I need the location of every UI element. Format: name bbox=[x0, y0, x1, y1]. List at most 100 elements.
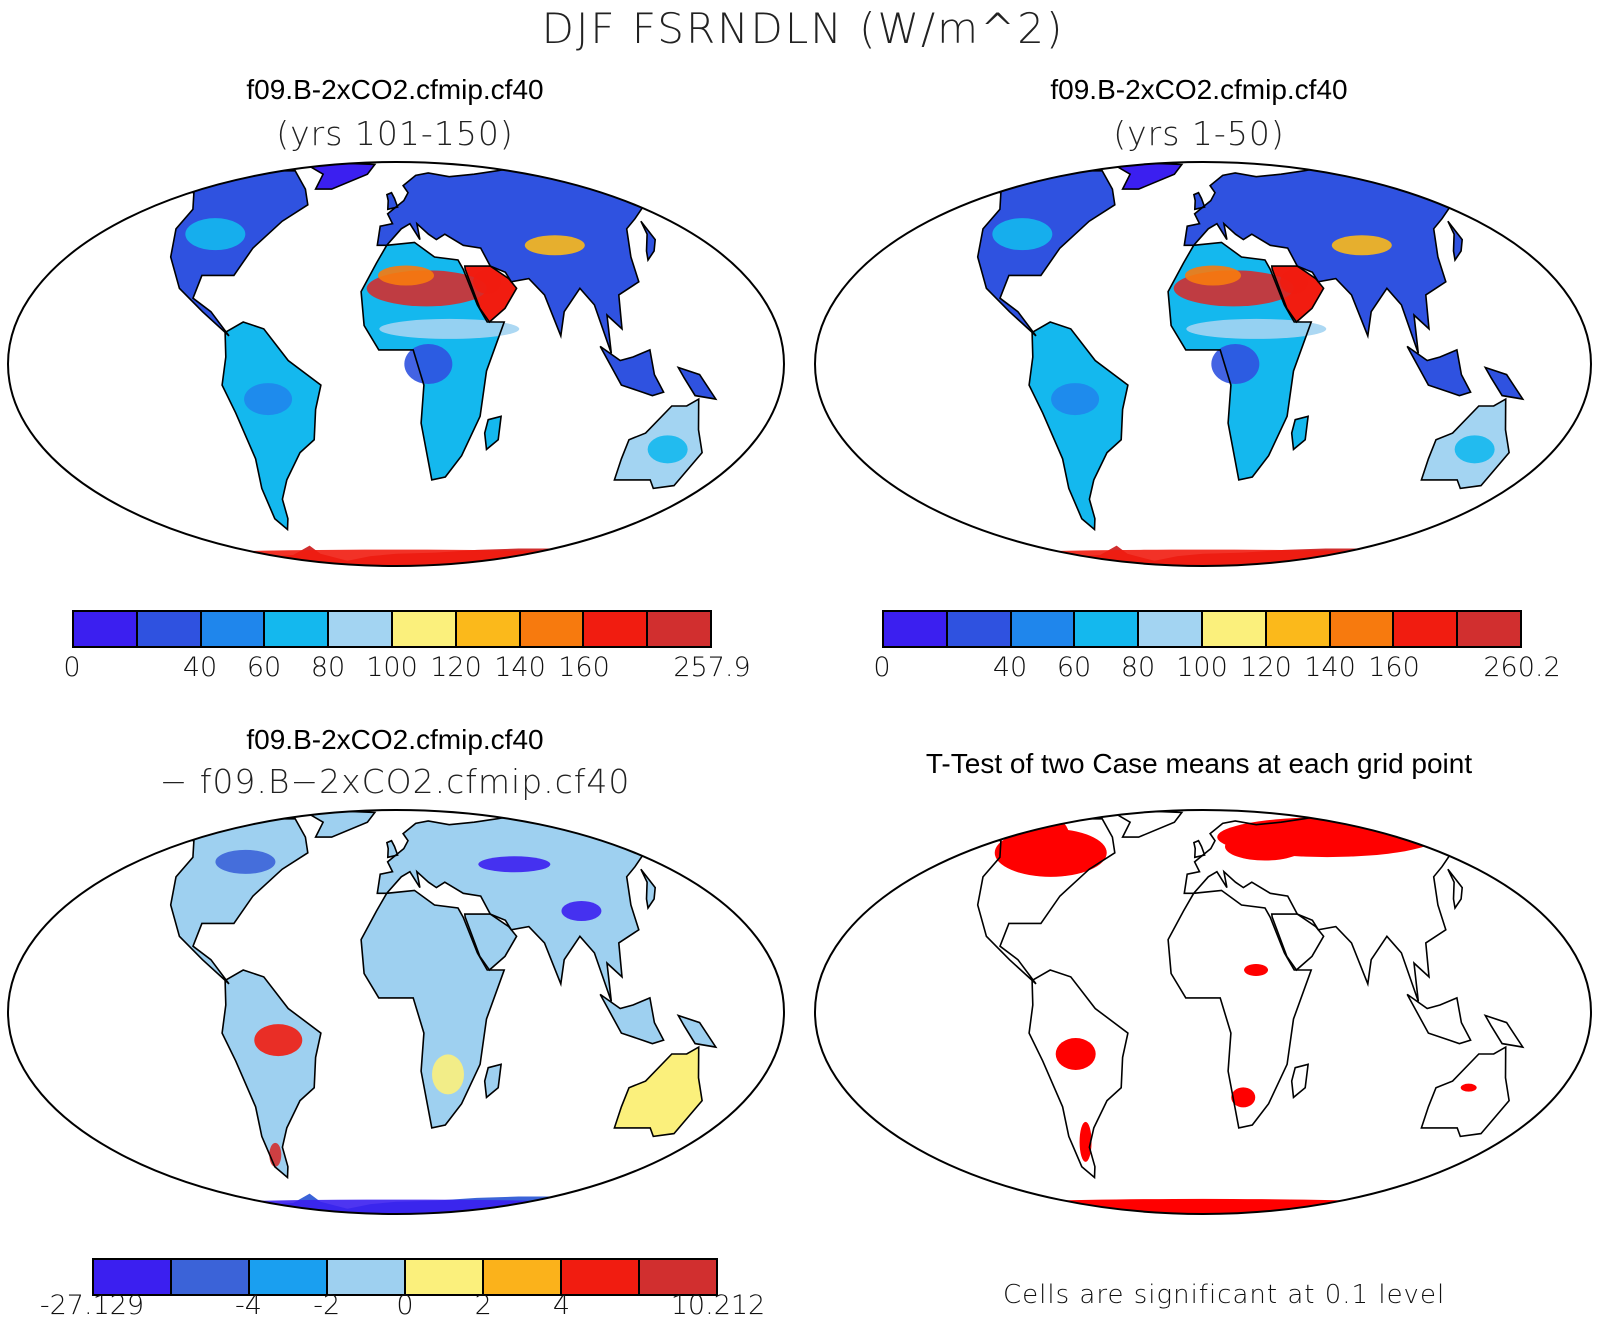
colorbar-tick-label: 80 bbox=[310, 652, 346, 683]
coastline-eurasia bbox=[376, 166, 646, 354]
coastline-south-america bbox=[221, 969, 322, 1180]
colorbar-tick-label: -4 bbox=[235, 1290, 262, 1321]
map-border bbox=[7, 809, 785, 1215]
colorbar-swatch-8 bbox=[1394, 612, 1459, 646]
coastline-japan bbox=[640, 868, 657, 911]
colorbar-swatch-7 bbox=[520, 612, 585, 646]
land-indonesia bbox=[600, 346, 664, 396]
coastline-indonesia bbox=[1406, 993, 1472, 1045]
land-eurasia bbox=[377, 167, 645, 354]
colorbar-swatch-0 bbox=[94, 1260, 172, 1294]
land-eurasia bbox=[1184, 815, 1452, 1002]
colorbar-swatch-2 bbox=[201, 612, 266, 646]
coastline-new-guinea bbox=[1483, 366, 1525, 401]
coastline-madagascar bbox=[483, 1063, 503, 1099]
coastline-arabia bbox=[1270, 913, 1325, 972]
coastline-madagascar bbox=[1290, 415, 1310, 451]
panel2-colorbar-labels: 0 40 60 80 100 120 140 160 260.2 bbox=[873, 652, 1560, 686]
panel3-map bbox=[7, 809, 785, 1215]
figure-title: DJF FSRNDLN (W/m^2) bbox=[541, 4, 1065, 53]
colorbar-tick-label: 80 bbox=[1120, 652, 1156, 683]
field-region bbox=[992, 218, 1053, 251]
panel3-colorbar-labels: -27.129 -4 -2 0 2 4 10.212 bbox=[40, 1290, 765, 1324]
field-region bbox=[524, 235, 585, 256]
field-region bbox=[561, 901, 602, 921]
field-region bbox=[215, 849, 276, 874]
colorbar-swatch-6 bbox=[1266, 612, 1331, 646]
land-japan bbox=[1447, 221, 1463, 260]
coastline-japan bbox=[1447, 220, 1464, 263]
significance-note: Cells are significant at 0.1 level bbox=[1003, 1280, 1446, 1310]
coastline-new-guinea bbox=[676, 1014, 718, 1049]
significant-region bbox=[1224, 832, 1305, 861]
colorbar-swatch-6 bbox=[562, 1260, 640, 1294]
field-region bbox=[432, 1054, 465, 1095]
land-madagascar bbox=[484, 1064, 502, 1098]
colorbar-swatch-3 bbox=[265, 612, 330, 646]
coastline-arabia bbox=[463, 913, 518, 972]
colorbar-tick-label: 260.2 bbox=[1483, 652, 1561, 683]
map-border bbox=[814, 809, 1592, 1215]
coastline-britain bbox=[1192, 191, 1206, 211]
coastline-britain bbox=[385, 839, 399, 859]
field-region bbox=[379, 318, 520, 339]
coastline-eurasia bbox=[1183, 166, 1453, 354]
panel1-map bbox=[7, 161, 785, 567]
land-britain bbox=[1193, 840, 1205, 858]
field-region bbox=[1051, 383, 1100, 416]
colorbar-swatch-7 bbox=[1330, 612, 1395, 646]
colorbar-swatch-4 bbox=[1139, 612, 1203, 646]
colorbar-tick-label: 160 bbox=[558, 652, 610, 683]
field-region bbox=[1211, 344, 1260, 384]
land-indonesia bbox=[600, 994, 664, 1044]
colorbar-swatch-4 bbox=[406, 1260, 484, 1294]
field-region bbox=[185, 218, 246, 251]
panel4-title: T-Test of two Case means at each grid po… bbox=[925, 748, 1473, 779]
land-eurasia bbox=[1184, 167, 1452, 354]
field-region bbox=[269, 1142, 282, 1167]
colorbar-swatch-5 bbox=[392, 612, 457, 646]
land-greenland bbox=[1118, 163, 1182, 190]
panel3-title: f09.B-2xCO2.cfmip.cf40 bbox=[246, 724, 544, 755]
field-region bbox=[1331, 235, 1392, 256]
coastline-indonesia bbox=[1406, 345, 1472, 397]
colorbar-swatch-6 bbox=[456, 612, 521, 646]
coastline-japan bbox=[640, 220, 657, 263]
colorbar-tick-label: 160 bbox=[1368, 652, 1420, 683]
colorbar-tick-label: 0 bbox=[396, 1290, 414, 1321]
panel2-title: f09.B-2xCO2.cfmip.cf40 bbox=[1050, 74, 1348, 105]
field-region bbox=[378, 265, 435, 286]
colorbar-tick-label: 100 bbox=[1176, 652, 1228, 683]
colorbar-tick-label: -2 bbox=[313, 1290, 341, 1321]
colorbar-tick-label: 140 bbox=[494, 652, 546, 683]
land-greenland bbox=[1118, 811, 1182, 838]
land-madagascar bbox=[1291, 1064, 1309, 1098]
land-greenland bbox=[311, 163, 375, 190]
panel3-colorbar bbox=[92, 1258, 718, 1296]
coastline-arabia bbox=[1270, 265, 1325, 324]
colorbar-tick-label: 60 bbox=[246, 652, 282, 683]
colorbar-tick-label: 0 bbox=[63, 652, 81, 683]
colorbar-tick-label: 120 bbox=[1240, 652, 1292, 683]
land-madagascar bbox=[1291, 416, 1309, 450]
coastline-south-america bbox=[221, 321, 322, 532]
coastline-new-guinea bbox=[676, 366, 718, 401]
land-africa bbox=[361, 890, 505, 1128]
panel2-subtitle: (yrs 1-50) bbox=[1113, 114, 1285, 153]
coastline-arabia bbox=[463, 265, 518, 324]
map-border bbox=[7, 161, 785, 567]
field-region bbox=[659, 1083, 696, 1112]
colorbar-swatch-1 bbox=[947, 612, 1012, 646]
colorbar-tick-label: 140 bbox=[1304, 652, 1356, 683]
field-region bbox=[244, 383, 293, 416]
significant-region bbox=[1055, 1037, 1096, 1070]
coastline-south-america bbox=[1028, 969, 1129, 1180]
colorbar-tick-label: 40 bbox=[992, 652, 1028, 683]
land-japan bbox=[640, 221, 656, 260]
land-new-guinea bbox=[1485, 1015, 1523, 1048]
colorbar-swatch-9 bbox=[648, 612, 710, 646]
colorbar-swatch-9 bbox=[1458, 612, 1520, 646]
coastline-japan bbox=[1447, 868, 1464, 911]
land-new-guinea bbox=[1485, 367, 1523, 400]
colorbar-tick-label: 40 bbox=[182, 652, 218, 683]
